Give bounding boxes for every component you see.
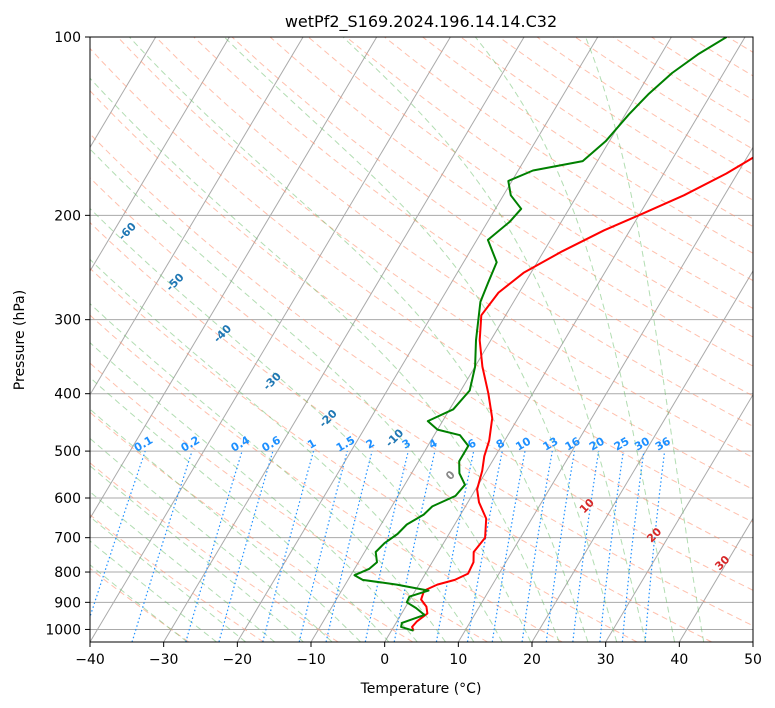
x-tick-label: 50 [744,652,762,668]
y-tick-label: 500 [54,444,81,460]
dry-adiabat-line [269,37,753,367]
y-tick-label: 800 [54,565,81,581]
mixing-ratio-line [262,450,315,642]
chart-title: wetPf2_S169.2024.196.14.14.C32 [285,12,557,32]
y-tick-label: 900 [54,595,81,611]
x-tick-label: −40 [75,652,105,668]
dry-adiabat-line [90,314,563,642]
y-axis-ticks: 100 200 300 400 500 600 700 800 900 1000 [45,30,90,638]
moist-adiabat-line [585,37,705,642]
isotherm-line [163,37,525,642]
isotherm-line [678,517,753,642]
x-tick-label: 10 [449,652,467,668]
moist-adiabat-line [90,302,446,642]
dry-adiabat-line [117,37,753,491]
x-tick-label: −30 [149,652,179,668]
isotherm-line [90,37,378,520]
mixing-ratio-line [325,450,373,642]
isotherm-line [531,270,753,642]
x-tick-label: 20 [523,652,541,668]
y-tick-label: 600 [54,491,81,507]
y-tick-label: 700 [54,531,81,547]
mixing-ratio-line [521,450,553,642]
mixing-ratio-line [545,451,575,642]
moist-adiabat-line [90,465,304,642]
mixing-ratio-line [298,450,348,642]
moist-adiabat-line [342,37,647,642]
isotherm-line [457,146,753,642]
x-axis-label: Temperature (°C) [360,681,482,697]
isotherm-line [90,37,157,149]
mixing-ratio-line [621,451,645,642]
mixing-ratio-line [572,451,600,642]
moist-adiabat-line [90,408,361,642]
x-tick-label: −20 [223,652,253,668]
moist-adiabat-line [474,37,676,642]
moist-adiabat-line [129,37,589,642]
moist-adiabat-line [90,207,503,642]
plot-area: 0.10.20.40.611.52346810131620253036-100-… [90,37,753,642]
sounding-series [353,37,753,632]
mixing-ratio-line [185,450,243,642]
y-tick-label: 300 [54,313,81,329]
mixing-ratio-line [393,450,436,642]
dry-adiabat-line [90,362,488,642]
dry-adiabat-line [90,514,264,642]
mixing-ratio-lines [90,450,666,642]
moist-adiabat-line [90,148,532,642]
y-tick-label: 200 [54,208,81,224]
mixing-ratio-line [364,450,409,642]
dry-adiabat-line [155,37,753,459]
x-tick-label: 40 [670,652,688,668]
dry-adiabat-line [90,221,712,642]
moist-adiabat-line [90,77,560,642]
isotherm-line [90,37,304,396]
x-tick-label: 30 [597,652,615,668]
dry-adiabat-line [345,37,753,310]
y-tick-label: 100 [54,30,81,46]
x-tick-label: −10 [296,652,326,668]
x-axis-ticks: −40 −30 −20 −10 0 10 20 30 40 50 [75,642,762,668]
isotherm-line [236,37,599,642]
dry-adiabat-line [90,567,190,642]
mixing-ratio-line [131,450,193,642]
plot-frame [89,36,754,643]
dry-adiabat-line [90,177,753,627]
mixing-ratio-line [218,450,274,642]
moist-adiabat-line [90,258,475,642]
mixing-ratio-line [599,451,624,642]
isotherm-line [384,37,746,642]
isotherm-line [310,37,672,642]
dry-adiabat-line [90,411,414,642]
y-axis-label: Pressure (hPa) [12,290,28,390]
dewpoint-profile-line [353,37,728,632]
moist-adiabat-line [90,341,418,642]
dry-adiabat-line [90,47,753,523]
isotherm-lines [90,37,753,642]
moist-adiabat-line [90,437,333,642]
isotherm-line [605,393,753,642]
isotherm-line [90,37,230,272]
dry-adiabat-line [90,267,638,642]
dry-adiabat-lines [90,37,753,642]
dry-adiabat-line [307,37,753,338]
mixing-ratio-line [644,451,666,642]
x-tick-label: 0 [380,652,389,668]
y-tick-label: 400 [54,387,81,403]
y-tick-label: 1000 [45,622,81,638]
